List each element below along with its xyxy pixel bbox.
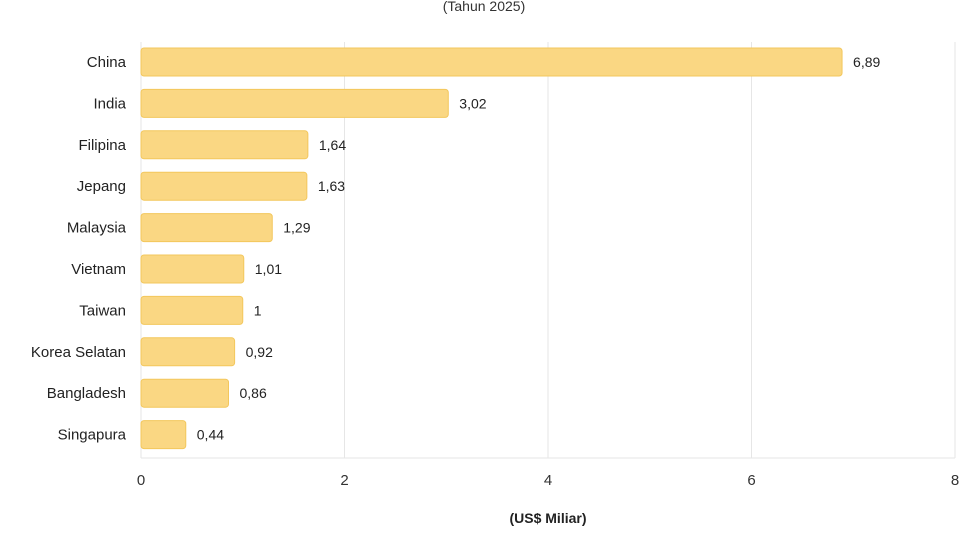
category-label: Filipina [78,137,126,154]
category-label: Vietnam [71,261,126,278]
bar [140,130,309,160]
x-tick-label: 6 [747,472,755,489]
data-label: 1,63 [318,178,345,194]
x-tick-label: 4 [544,472,552,489]
x-tick-label: 2 [340,472,348,489]
bar [140,378,230,408]
category-label: Jepang [77,178,126,195]
category-labels: China India Filipina Jepang Malaysia Vietnam T… [31,54,127,444]
data-label: 3,02 [459,95,486,111]
bar [140,295,244,325]
data-label: 1,29 [283,220,310,236]
chart-subtitle: (Tahun 2025) [443,0,526,14]
bars [140,47,843,450]
category-label: Taiwan [79,302,126,319]
bar [140,254,245,284]
category-label: Malaysia [67,220,127,237]
data-label: 1 [254,302,262,318]
data-label: 0,44 [197,427,224,443]
bar [140,171,308,201]
bar [140,213,273,243]
x-axis-ticks: 0 2 4 6 8 [137,472,959,489]
bar [140,47,843,77]
category-label: India [93,95,126,112]
x-tick-label: 0 [137,472,145,489]
bar [140,420,187,450]
data-label: 0,92 [246,344,273,360]
bar [140,337,236,367]
value-labels: 6,89 3,02 1,64 1,63 1,29 1,01 1 0,92 0,86 0,44 [197,54,881,443]
category-label: Singapura [58,427,127,444]
x-axis-title: (US$ Miliar) [509,510,586,526]
category-label: Bangladesh [47,385,126,402]
bar [140,88,449,118]
data-label: 0,86 [240,385,267,401]
data-label: 6,89 [853,54,880,70]
data-label: 1,01 [255,261,282,277]
data-label: 1,64 [319,137,346,153]
x-tick-label: 8 [951,472,959,489]
category-label: China [87,54,127,71]
category-label: Korea Selatan [31,344,126,361]
